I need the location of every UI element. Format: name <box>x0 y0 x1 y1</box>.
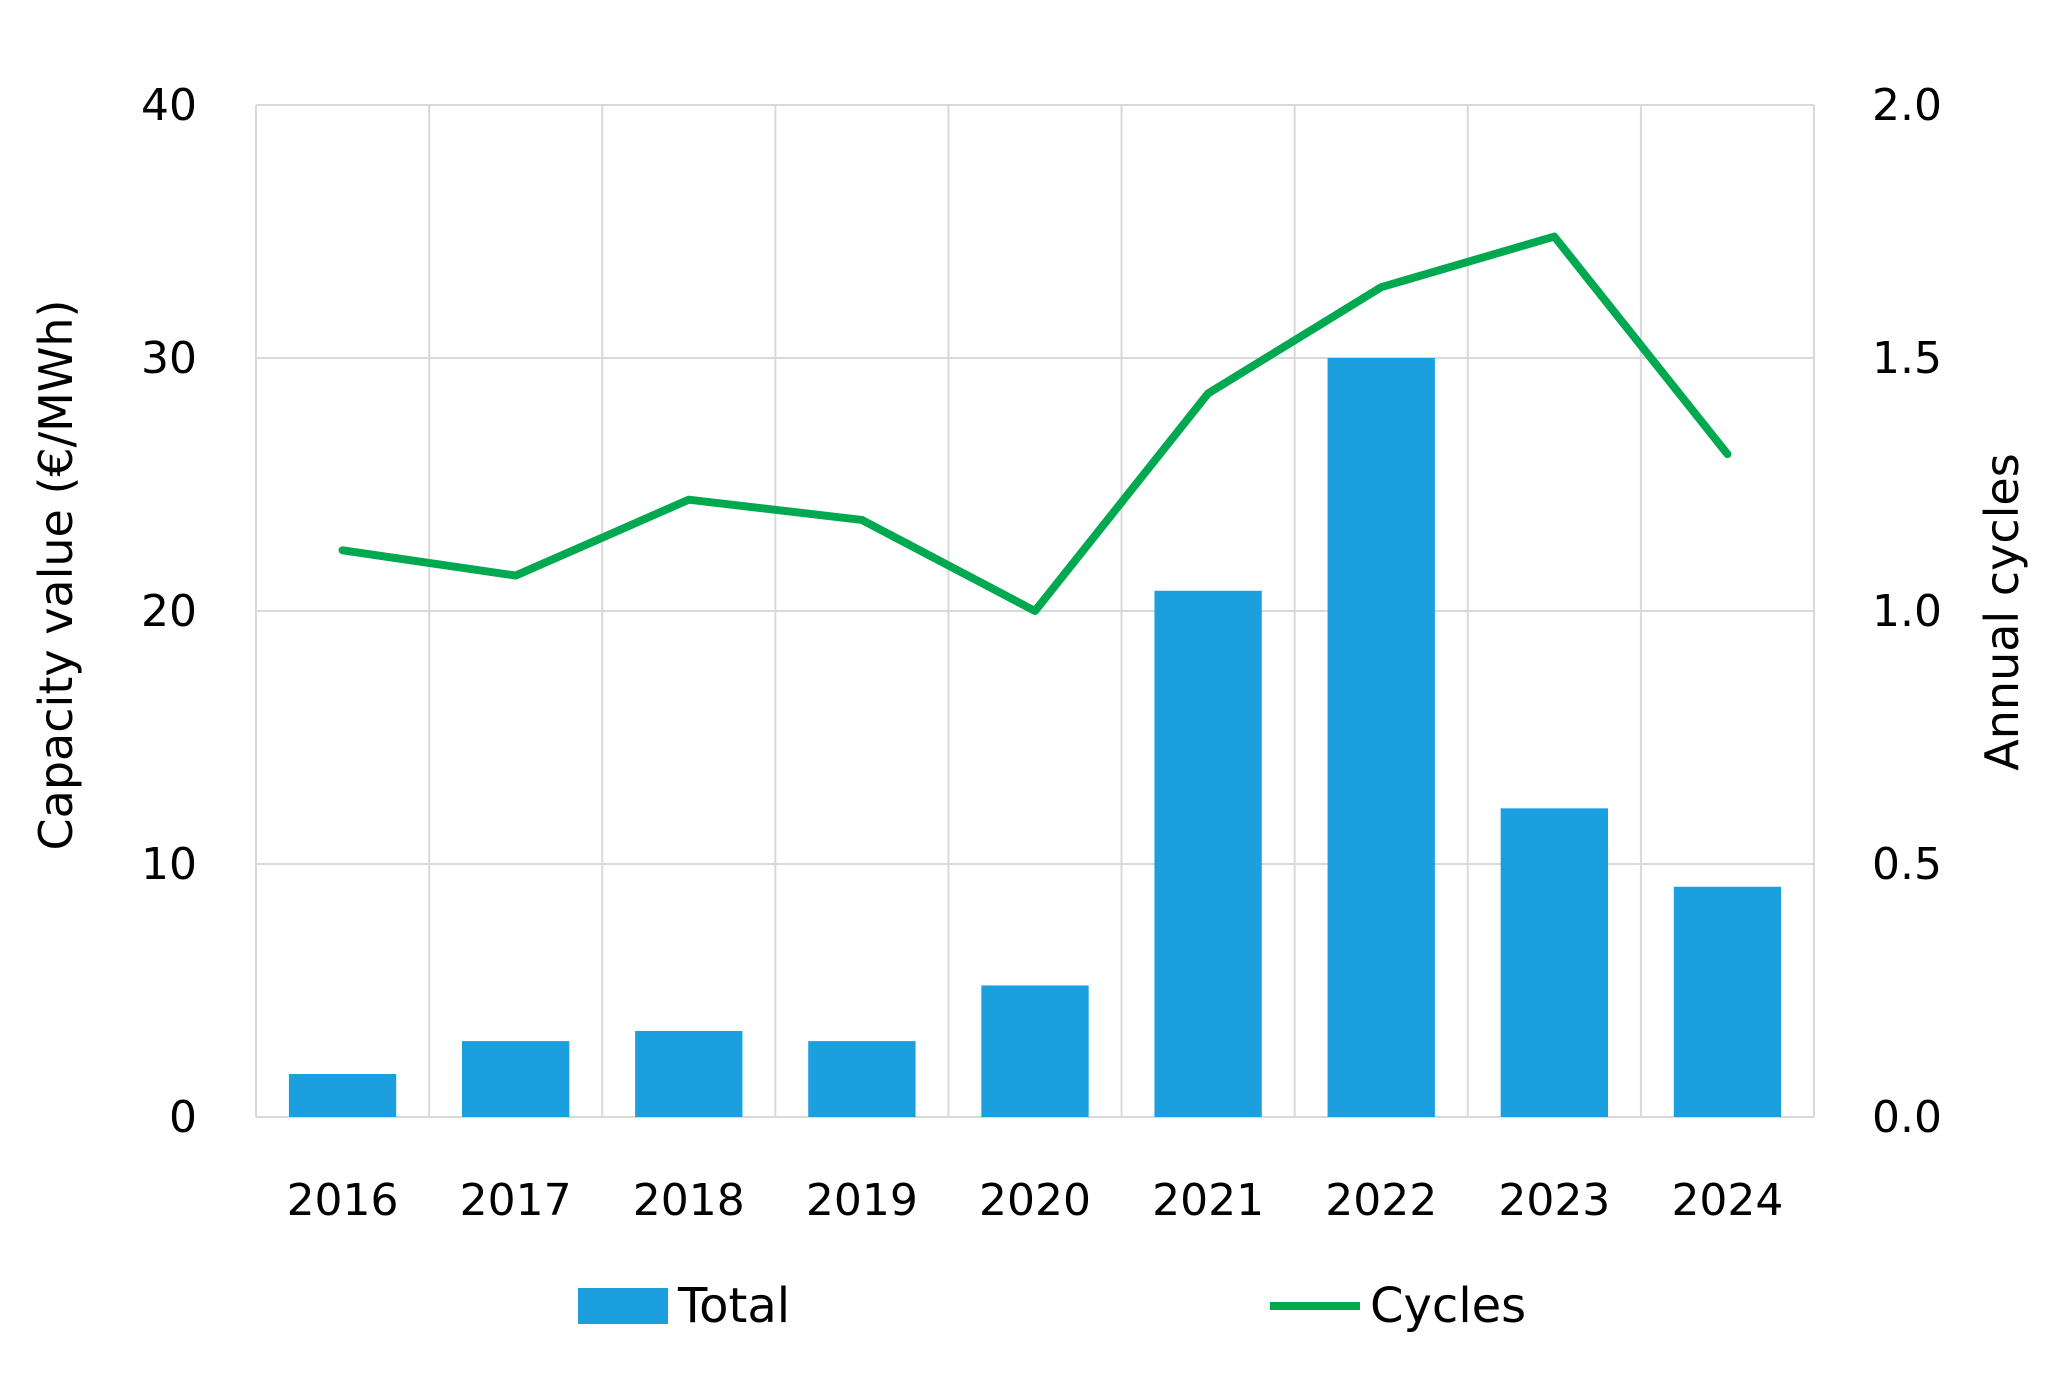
y-tick-label: 0 <box>169 1092 197 1143</box>
legend-label-total: Total <box>677 1278 790 1334</box>
y2-tick-label: 1.0 <box>1872 586 1942 637</box>
x-tick-label: 2019 <box>806 1175 918 1226</box>
x-tick-label: 2022 <box>1325 1175 1437 1226</box>
x-tick-label: 2024 <box>1671 1175 1783 1226</box>
legend: Total Cycles <box>578 1278 1526 1334</box>
y2-tick-label: 0.0 <box>1872 1092 1942 1143</box>
x-tick-label: 2017 <box>460 1175 572 1226</box>
y-axis-title: Capacity value (€/MWh) <box>29 300 83 851</box>
y-tick-label: 40 <box>141 80 197 131</box>
y-tick-label: 10 <box>141 839 197 890</box>
bar-2019 <box>808 1041 916 1117</box>
gridlines <box>255 104 1815 1118</box>
bar-series-total <box>288 358 1782 1117</box>
y2-tick-label: 2.0 <box>1872 80 1942 131</box>
y2-axis-title: Annual cycles <box>1975 453 2029 770</box>
bar-2018 <box>635 1030 743 1117</box>
legend-label-cycles: Cycles <box>1370 1278 1526 1334</box>
axes: 0 10 20 30 40 0.0 0.5 1.0 1.5 2.0 2016 2017 2018 2019… <box>141 80 1942 1226</box>
y2-tick-label: 1.5 <box>1872 333 1942 384</box>
bar-2021 <box>1154 590 1262 1117</box>
bar-2020 <box>981 985 1089 1117</box>
line-series-cycles <box>338 232 1732 615</box>
bar-2022 <box>1327 358 1435 1117</box>
x-tick-label: 2020 <box>979 1175 1091 1226</box>
x-tick-label: 2016 <box>287 1175 399 1226</box>
x-tick-label: 2023 <box>1498 1175 1610 1226</box>
bar-2023 <box>1500 808 1608 1117</box>
bar-2016 <box>288 1073 397 1117</box>
y-tick-label: 20 <box>141 586 197 637</box>
cycles-line <box>338 232 1732 615</box>
legend-swatch-total <box>578 1288 668 1324</box>
y2-tick-label: 0.5 <box>1872 839 1942 890</box>
x-tick-label: 2021 <box>1152 1175 1264 1226</box>
bar-2024 <box>1673 886 1782 1117</box>
x-tick-label: 2018 <box>633 1175 745 1226</box>
bar-2017 <box>462 1041 570 1117</box>
y-tick-label: 30 <box>141 333 197 384</box>
